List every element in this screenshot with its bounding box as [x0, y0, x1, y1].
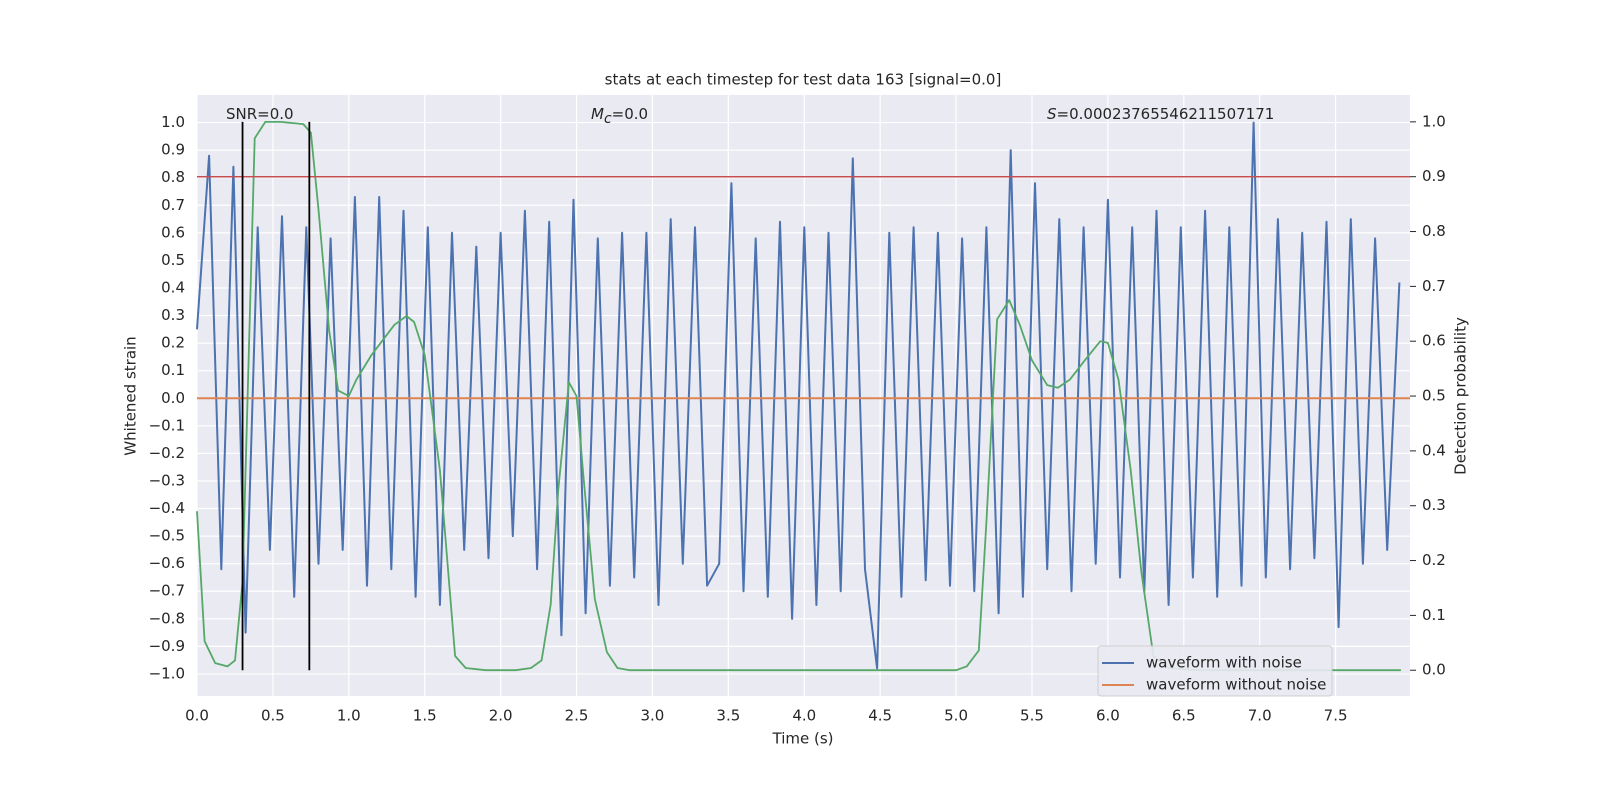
- y2-tick-label: 0.3: [1422, 496, 1446, 514]
- y-tick-label: −0.2: [149, 444, 185, 462]
- y2-tick-label: 0.5: [1422, 387, 1446, 405]
- y-tick-label: −1.0: [149, 664, 185, 682]
- y2-tick-label: 0.1: [1422, 606, 1446, 624]
- y-tick-label: 0.5: [161, 251, 185, 269]
- y2-tick-label: 0.8: [1422, 222, 1446, 240]
- y-tick-label: 0.7: [161, 196, 185, 214]
- y2-tick-label: 0.9: [1422, 167, 1446, 185]
- y-tick-label: 0.4: [161, 278, 185, 296]
- x-tick-label: 4.0: [792, 707, 816, 725]
- annotation-part: =0.00023765546211507171: [1057, 105, 1275, 123]
- x-tick-label: 6.0: [1096, 707, 1120, 725]
- x-tick-label: 3.5: [716, 707, 740, 725]
- x-tick-label: 5.5: [1020, 707, 1044, 725]
- y-tick-label: 0.0: [161, 389, 185, 407]
- y-tick-label: −0.8: [149, 609, 185, 627]
- x-tick-label: 1.5: [413, 707, 437, 725]
- y-tick-label: 0.8: [161, 168, 185, 186]
- annotation: S=0.00023765546211507171: [1047, 105, 1274, 123]
- y2-tick-label: 0.6: [1422, 332, 1446, 350]
- y2-tick-label: 0.2: [1422, 551, 1446, 569]
- y-tick-label: 0.1: [161, 361, 185, 379]
- x-tick-label: 0.0: [185, 707, 209, 725]
- chart-title: stats at each timestep for test data 163…: [605, 71, 1002, 89]
- x-tick-label: 0.5: [261, 707, 285, 725]
- y-tick-label: 1.0: [161, 113, 185, 131]
- x-tick-label: 1.0: [337, 707, 361, 725]
- annotation-part: M: [591, 105, 604, 123]
- annotation-part: S: [1047, 105, 1057, 123]
- y2-tick-label: 0.7: [1422, 277, 1446, 295]
- annotation: SNR=0.0: [226, 105, 294, 123]
- annotation-part: =0.0: [612, 105, 648, 123]
- x-tick-label: 4.5: [868, 707, 892, 725]
- y-tick-label: −0.5: [149, 527, 185, 545]
- x-tick-label: 6.5: [1172, 707, 1196, 725]
- y-tick-label: 0.3: [161, 306, 185, 324]
- legend: waveform with noise waveform without nois…: [1097, 645, 1333, 697]
- annotation: Mc=0.0: [591, 105, 648, 128]
- y-tick-label: −0.1: [149, 416, 185, 434]
- y-axis-label: Whitened strain: [122, 336, 140, 455]
- annotations: SNR=0.0 Mc=0.0 S=0.00023765546211507171: [226, 105, 1274, 128]
- y-tick-label: −0.4: [149, 499, 185, 517]
- legend-label: waveform without noise: [1146, 676, 1326, 694]
- legend-box: [1097, 645, 1333, 697]
- x-tick-label: 2.0: [489, 707, 513, 725]
- y-tick-label: 0.2: [161, 334, 185, 352]
- y-tick-label: −0.7: [149, 582, 185, 600]
- marks: [196, 121, 1410, 672]
- x-tick-label: 7.5: [1324, 707, 1348, 725]
- y-tick-label: −0.6: [149, 554, 185, 572]
- series-line: [196, 121, 1401, 670]
- series-line: [196, 121, 1401, 672]
- legend-label: waveform with noise: [1146, 654, 1302, 672]
- y2-tick-label: 0.4: [1422, 441, 1446, 459]
- annotation-part: c: [604, 111, 612, 127]
- x-tick-label: 7.0: [1248, 707, 1272, 725]
- y-tick-label: −0.9: [149, 637, 185, 655]
- x-axis-label: Time (s): [772, 730, 834, 748]
- y-tick-label: 0.9: [161, 141, 185, 159]
- plot-area: [197, 95, 1410, 696]
- x-tick-label: 2.5: [565, 707, 589, 725]
- y-tick-label: −0.3: [149, 471, 185, 489]
- x-tick-label: 5.0: [944, 707, 968, 725]
- y2-tick-label: 0.0: [1422, 661, 1446, 679]
- x-tick-label: 3.0: [641, 707, 665, 725]
- y-tick-label: 0.6: [161, 223, 185, 241]
- annotation-part: SNR=0.0: [226, 105, 294, 123]
- y2-tick-label: 1.0: [1422, 112, 1446, 130]
- y2-axis-label: Detection probability: [1452, 317, 1470, 475]
